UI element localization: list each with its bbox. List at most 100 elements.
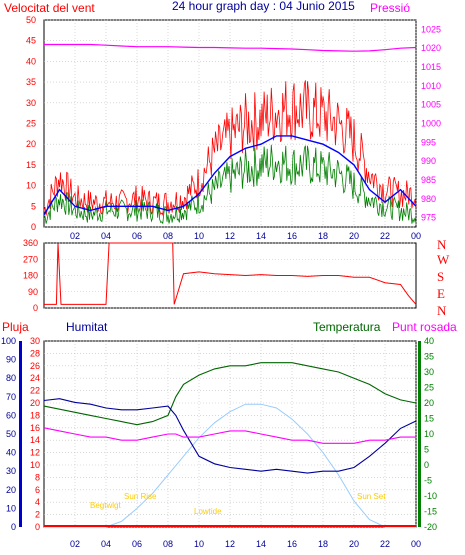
x-tick-upper-02: 02	[70, 231, 80, 241]
y-tick-wind-40: 40	[26, 56, 36, 66]
y-tick-wind-35: 35	[26, 77, 36, 87]
x-tick-upper-12: 12	[225, 231, 235, 241]
x-tick-lower-18: 18	[318, 539, 328, 549]
y-tick-wind-25: 25	[26, 119, 36, 129]
y-tick-wind-50: 50	[26, 15, 36, 25]
y-tick-temp-0: 0	[424, 460, 429, 470]
y-tick-pressure-995: 995	[421, 137, 436, 147]
y-tick-pressure-985: 985	[421, 175, 436, 185]
series-wind-avg	[43, 144, 417, 225]
y-tick-rain-28: 28	[30, 348, 40, 358]
x-tick-upper-16: 16	[287, 231, 297, 241]
y-tick-humidity-10: 10	[6, 503, 16, 513]
y-tick-pressure-990: 990	[421, 156, 436, 166]
x-tick-lower-00: 00	[411, 539, 421, 549]
tick-labels: 0202040406060808101012121414161618182020…	[1, 15, 441, 549]
y-tick-rain-24: 24	[30, 373, 40, 383]
y-tick-wind-30: 30	[26, 98, 36, 108]
y-tick-rain-8: 8	[35, 472, 40, 482]
dir-label-w: W	[437, 252, 450, 267]
series-dewpoint	[43, 427, 416, 444]
sun-rise-label: Sun Rise	[124, 492, 157, 501]
y-tick-wind-20: 20	[26, 139, 36, 149]
y-tick-pressure-980: 980	[421, 194, 436, 204]
x-tick-upper-06: 06	[132, 231, 142, 241]
y-tick-rain-12: 12	[30, 448, 40, 458]
y-tick-temp-35: 35	[424, 352, 434, 362]
y-tick-humidity-60: 60	[6, 410, 16, 420]
x-tick-lower-22: 22	[380, 539, 390, 549]
y-tick-wind-45: 45	[26, 36, 36, 46]
series-wind-smoothed	[43, 135, 417, 215]
dir-label-n-top: N	[437, 237, 447, 252]
series-wind-direction	[44, 242, 417, 305]
y-tick-humidity-100: 100	[1, 336, 16, 346]
rain-label: Pluja	[2, 320, 29, 334]
wind-speed-label: Velocitat del vent	[4, 1, 95, 15]
x-tick-lower-14: 14	[256, 539, 266, 549]
y-tick-rain-6: 6	[35, 485, 40, 495]
y-tick-dir-90: 90	[28, 287, 38, 297]
x-tick-upper-10: 10	[194, 231, 204, 241]
y-tick-temp--5: -5	[424, 476, 432, 486]
y-tick-rain-20: 20	[30, 398, 40, 408]
x-tick-lower-12: 12	[225, 539, 235, 549]
x-tick-upper-04: 04	[101, 231, 111, 241]
grid-lines	[44, 19, 417, 528]
series-temperature	[43, 362, 417, 426]
y-tick-dir-180: 180	[23, 271, 38, 281]
x-tick-lower-04: 04	[101, 539, 111, 549]
y-tick-pressure-1010: 1010	[421, 81, 441, 91]
y-tick-temp-25: 25	[424, 383, 434, 393]
y-tick-humidity-80: 80	[6, 373, 16, 383]
dir-label-n-bottom: N	[437, 303, 447, 318]
sun-set-label: Sun Set	[357, 492, 386, 501]
y-tick-pressure-975: 975	[421, 213, 436, 223]
humidity-label: Humitat	[66, 320, 108, 334]
y-tick-rain-26: 26	[30, 361, 40, 371]
y-tick-wind-5: 5	[31, 201, 36, 211]
beginning-twilight-label: Begtwlgt	[90, 501, 121, 510]
series-pressure	[44, 43, 417, 52]
y-tick-pressure-1025: 1025	[421, 24, 441, 34]
x-tick-lower-06: 06	[132, 539, 142, 549]
x-tick-lower-20: 20	[349, 539, 359, 549]
x-tick-upper-20: 20	[349, 231, 359, 241]
x-tick-upper-18: 18	[318, 231, 328, 241]
y-tick-rain-22: 22	[30, 386, 40, 396]
y-tick-pressure-1020: 1020	[421, 43, 441, 53]
y-tick-humidity-0: 0	[11, 522, 16, 532]
y-tick-wind-10: 10	[26, 181, 36, 191]
y-tick-rain-2: 2	[35, 510, 40, 520]
y-tick-wind-15: 15	[26, 160, 36, 170]
series-wind-gust	[43, 80, 417, 216]
x-tick-upper-00: 00	[411, 231, 421, 241]
lowtide-label: Lowtide	[194, 507, 222, 516]
y-tick-rain-0: 0	[35, 522, 40, 532]
y-tick-rain-16: 16	[30, 423, 40, 433]
y-tick-temp-30: 30	[424, 367, 434, 377]
y-tick-humidity-70: 70	[6, 392, 16, 402]
x-tick-lower-08: 08	[163, 539, 173, 549]
humidity-axis-bar	[19, 341, 22, 527]
y-tick-dir-270: 270	[23, 254, 38, 264]
x-tick-upper-08: 08	[163, 231, 173, 241]
temp-axis-bar	[418, 341, 421, 527]
y-tick-temp-40: 40	[424, 336, 434, 346]
y-tick-rain-14: 14	[30, 435, 40, 445]
x-tick-upper-14: 14	[256, 231, 266, 241]
y-tick-rain-30: 30	[30, 336, 40, 346]
y-tick-rain-4: 4	[35, 497, 40, 507]
y-tick-temp-20: 20	[424, 398, 434, 408]
chart-title: 24 hour graph day : 04 Junio 2015	[172, 0, 355, 13]
y-tick-humidity-40: 40	[6, 448, 16, 458]
dewpoint-label: Punt rosada	[392, 320, 457, 334]
y-tick-temp-10: 10	[424, 429, 434, 439]
plot-frames	[19, 19, 421, 528]
x-tick-lower-02: 02	[70, 539, 80, 549]
y-tick-dir-360: 360	[23, 238, 38, 248]
y-tick-temp-15: 15	[424, 414, 434, 424]
y-tick-temp--15: -15	[424, 507, 437, 517]
y-tick-humidity-90: 90	[6, 355, 16, 365]
